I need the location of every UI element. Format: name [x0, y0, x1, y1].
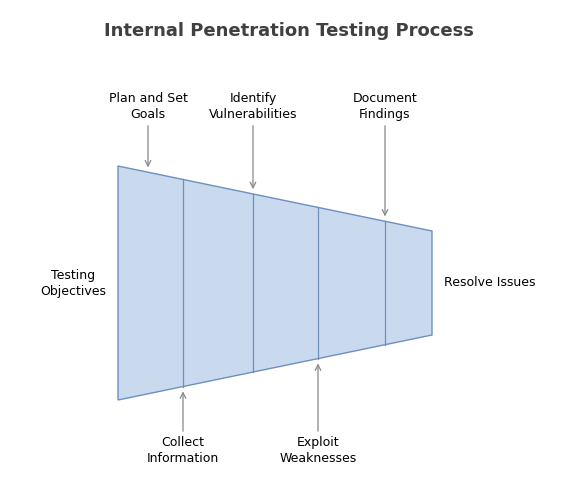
Text: Identify
Vulnerabilities: Identify Vulnerabilities — [209, 92, 297, 121]
Text: Testing
Objectives: Testing Objectives — [40, 268, 106, 298]
Text: Document
Findings: Document Findings — [353, 92, 417, 121]
Text: Resolve Issues: Resolve Issues — [444, 276, 535, 290]
Text: Plan and Set
Goals: Plan and Set Goals — [108, 92, 188, 121]
Text: Collect
Information: Collect Information — [147, 436, 219, 465]
Polygon shape — [118, 166, 432, 400]
Text: Exploit
Weaknesses: Exploit Weaknesses — [279, 436, 357, 465]
Text: Internal Penetration Testing Process: Internal Penetration Testing Process — [103, 22, 474, 40]
